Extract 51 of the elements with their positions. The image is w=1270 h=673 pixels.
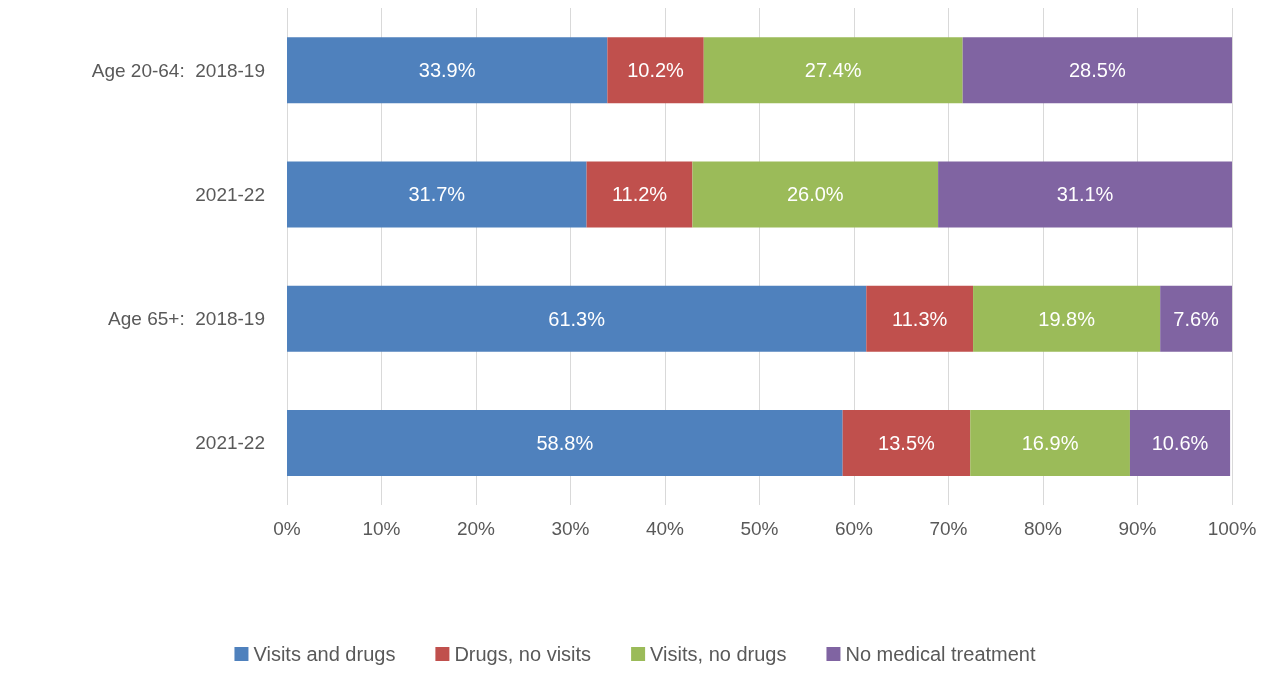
bar xyxy=(973,285,1161,352)
data-label: 16.9% xyxy=(1021,431,1079,454)
data-label: 33.9% xyxy=(418,59,476,82)
data-label: 28.5% xyxy=(1068,59,1126,82)
x-tick-label: 70% xyxy=(929,518,968,539)
data-label: 31.1% xyxy=(1056,183,1114,206)
bar xyxy=(287,37,608,104)
data-label: 27.4% xyxy=(804,59,862,82)
legend-label: Visits, no drugs xyxy=(650,643,787,665)
bar xyxy=(1129,409,1231,476)
bar xyxy=(970,409,1130,476)
bar xyxy=(607,37,704,104)
data-label: 61.3% xyxy=(548,307,606,330)
data-label: 10.6% xyxy=(1151,431,1209,454)
y-tick-label: Age 65+: 2018-19 xyxy=(108,308,265,330)
bar xyxy=(938,161,1232,228)
y-tick-label: 2021-22 xyxy=(195,183,265,205)
data-label: 11.3% xyxy=(892,307,948,330)
data-label: 31.7% xyxy=(408,183,466,206)
bar xyxy=(842,409,971,476)
data-label: 58.8% xyxy=(536,431,594,454)
bar xyxy=(692,161,939,228)
data-label: 10.2% xyxy=(627,59,685,82)
y-tick-label: Age 20-64: 2018-19 xyxy=(91,59,265,81)
data-label: 26.0% xyxy=(786,183,844,206)
bar xyxy=(287,409,843,476)
x-tick-label: 100% xyxy=(1207,518,1257,539)
x-tick-label: 30% xyxy=(551,518,590,539)
data-label: 11.2% xyxy=(611,183,668,206)
data-label: 19.8% xyxy=(1038,307,1096,330)
bar xyxy=(287,285,867,352)
x-tick-label: 50% xyxy=(740,518,779,539)
data-label: 7.6% xyxy=(1173,307,1220,330)
bar xyxy=(703,37,963,104)
x-tick-label: 40% xyxy=(645,518,685,539)
bar xyxy=(866,285,974,352)
legend-label: Drugs, no visits xyxy=(454,643,592,665)
bar xyxy=(1160,285,1232,352)
legend-label: Visits and drugs xyxy=(253,643,396,665)
x-tick-label: 80% xyxy=(1023,518,1063,539)
x-tick-label: 90% xyxy=(1118,518,1157,539)
y-tick-label: 2021-22 xyxy=(195,432,265,454)
data-label: 13.5% xyxy=(878,431,936,454)
legend-label: No medical treatment xyxy=(845,643,1036,665)
x-tick-label: 0% xyxy=(273,518,301,539)
bar xyxy=(962,37,1232,104)
x-tick-label: 10% xyxy=(362,518,401,539)
bar xyxy=(287,161,587,228)
bar xyxy=(586,161,693,228)
x-tick-label: 20% xyxy=(456,518,496,539)
x-tick-label: 60% xyxy=(834,518,874,539)
